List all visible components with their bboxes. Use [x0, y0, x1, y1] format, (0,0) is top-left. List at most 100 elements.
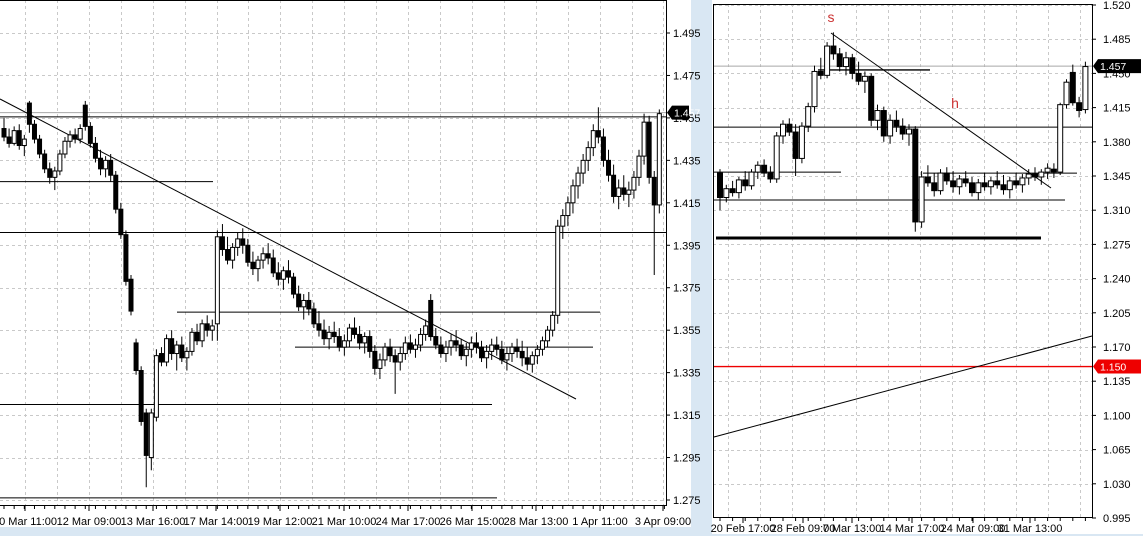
time-axis-label: 24 Mar 17:00 — [376, 516, 441, 528]
time-axis-label: 21 Mar 10:00 — [312, 516, 377, 528]
time-axis-label: 12 Mar 09:00 — [57, 516, 122, 528]
price-axis-label: 1.435 — [673, 155, 701, 167]
candle-body — [321, 329, 327, 340]
right-trendline-0[interactable] — [830, 32, 1052, 189]
candle-body — [42, 153, 48, 170]
candle-body — [761, 164, 768, 174]
candle-body — [219, 236, 225, 251]
candle-body — [975, 182, 982, 194]
candle-body — [924, 176, 931, 184]
time-axis-label: 26 Mar 15:00 — [440, 516, 505, 528]
time-axis-label: 10 Mar 11:00 — [0, 516, 57, 528]
price-axis-label: 1.375 — [673, 283, 701, 295]
annotation-letter-s: s — [828, 9, 835, 25]
candle-body — [484, 350, 490, 359]
price-axis-label: 1.495 — [673, 28, 701, 40]
price-axis-label: 1.355 — [673, 325, 701, 337]
candle-body — [123, 234, 129, 282]
candle-body — [855, 72, 862, 82]
time-axis-label: 28 Mar 13:00 — [504, 516, 569, 528]
candle-body — [489, 344, 495, 352]
candle-body — [377, 359, 383, 369]
price-axis-label: 1.065 — [1103, 445, 1131, 457]
candle-body — [943, 172, 950, 182]
left-plot-area[interactable] — [0, 0, 666, 505]
candle-body — [565, 202, 571, 217]
price-axis-label: 1.415 — [1103, 103, 1131, 115]
candle-body — [611, 174, 617, 197]
candle-body — [397, 353, 403, 363]
time-axis-label: 31 Mar 13:00 — [998, 523, 1063, 535]
price-tag-value: 1.457 — [674, 108, 700, 120]
price-axis-label: 1.295 — [673, 453, 701, 465]
candle-body — [225, 249, 231, 261]
candle-body — [6, 136, 12, 144]
right-plot-area[interactable] — [713, 4, 1092, 517]
price-tag-box — [1093, 359, 1141, 374]
price-axis-label: 1.240 — [1103, 274, 1131, 286]
candle-body — [382, 346, 388, 361]
candle-body — [767, 172, 774, 180]
candle-body — [805, 106, 812, 127]
right-price-tag-1.457: 1.457 — [1093, 59, 1141, 74]
candle-body — [798, 125, 805, 159]
candle-body — [931, 182, 938, 192]
candle-body — [148, 412, 154, 459]
candle-body — [37, 138, 43, 155]
candle-body — [428, 299, 434, 338]
price-axis-label: 1.475 — [673, 70, 701, 82]
candle-body — [817, 70, 824, 76]
candle-body — [849, 57, 856, 74]
candle-body — [336, 336, 342, 348]
candle-body — [372, 350, 378, 369]
candle-body — [887, 119, 894, 137]
candle-body — [773, 135, 780, 180]
candle-body — [742, 179, 749, 187]
candle-body — [1013, 180, 1020, 186]
right-price-tag-1.150: 1.150 — [1093, 359, 1141, 374]
price-tag-box — [1093, 59, 1141, 74]
candle-body — [626, 189, 632, 195]
price-axis-label: 1.380 — [1103, 137, 1131, 149]
candle-body — [1025, 173, 1032, 179]
candle-body — [113, 174, 119, 210]
right-plot-frame — [713, 4, 1093, 518]
candle-body — [169, 338, 175, 355]
candle-body — [792, 131, 799, 159]
right-trendline-1[interactable] — [713, 335, 1093, 438]
candle-body — [280, 270, 286, 280]
candle-body — [189, 331, 195, 352]
candle-body — [861, 75, 868, 82]
candle-body — [550, 314, 556, 331]
candle-body — [606, 159, 612, 176]
price-axis-label: 1.395 — [673, 240, 701, 252]
candle-body — [981, 182, 988, 188]
candle-body — [843, 57, 849, 68]
candle-body — [545, 329, 551, 342]
candle-body — [1038, 171, 1045, 178]
candle-body — [108, 159, 114, 176]
price-axis-label: 1.485 — [1103, 34, 1131, 46]
price-axis-label: 1.275 — [673, 495, 701, 507]
time-axis-label: 24 Mar 09:00 — [941, 523, 1006, 535]
candle-body — [641, 121, 647, 157]
candle-body — [519, 350, 525, 359]
candle-body — [868, 75, 875, 121]
candle-body — [987, 180, 994, 188]
candle-body — [717, 172, 723, 198]
candle-body — [780, 123, 786, 137]
candle-body — [969, 182, 975, 194]
candle-body — [499, 348, 505, 361]
time-axis-label: 1 Apr 11:00 — [572, 516, 627, 528]
candle-body — [956, 178, 963, 188]
candle-body — [811, 70, 818, 108]
candle-body — [458, 344, 464, 357]
left-price-axis: 1.4951.4751.4551.4351.4151.3951.3751.355… — [666, 28, 701, 507]
candle-body — [539, 340, 545, 350]
candle-body — [412, 344, 418, 350]
candle-body — [636, 155, 642, 178]
candle-body — [179, 344, 185, 359]
time-axis-label: 7 Mar 13:00 — [823, 523, 882, 535]
